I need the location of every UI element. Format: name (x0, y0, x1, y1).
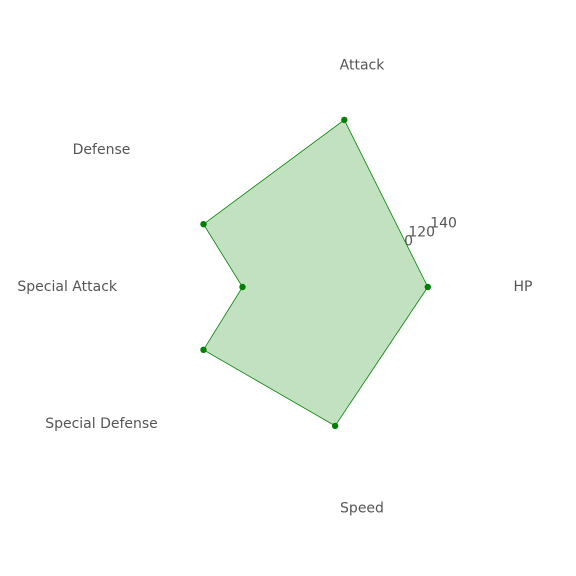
axis-label-hp: HP (514, 279, 533, 295)
series-area (202, 119, 429, 427)
radial-tick-label: 120 (408, 225, 435, 241)
data-point-special-attack (239, 283, 246, 291)
data-point-speed (331, 422, 339, 430)
axis-labels: HP Attack Defense Special Attack Special Def… (17, 57, 532, 516)
data-point-attack (341, 116, 348, 124)
axis-label-defense: Defense (73, 142, 131, 158)
series-markers (200, 116, 431, 430)
axis-label-special-defense: Special Defense (45, 416, 158, 432)
axis-label-attack: Attack (340, 57, 386, 73)
data-point-defense (200, 221, 207, 228)
data-point-hp (424, 283, 431, 291)
data-point-special-defense (200, 346, 207, 353)
radial-tick-label: 140 (430, 215, 457, 231)
axis-label-speed: Speed (340, 501, 384, 517)
axis-label-special-attack: Special Attack (17, 279, 117, 295)
